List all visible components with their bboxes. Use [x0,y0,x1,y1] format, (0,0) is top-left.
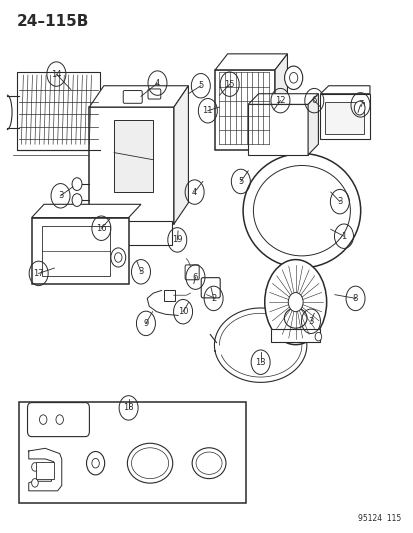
Circle shape [289,72,297,83]
FancyBboxPatch shape [42,225,110,276]
Circle shape [111,248,126,267]
FancyBboxPatch shape [270,329,320,342]
FancyBboxPatch shape [89,107,173,224]
Text: 3: 3 [336,197,342,206]
Circle shape [39,415,47,424]
Circle shape [284,66,302,90]
Polygon shape [320,86,369,94]
Text: 1: 1 [341,232,346,241]
Text: 6: 6 [311,96,316,105]
Text: 95124  115: 95124 115 [357,514,400,523]
FancyBboxPatch shape [17,72,100,150]
Ellipse shape [127,443,172,483]
Text: 9: 9 [143,319,148,328]
FancyBboxPatch shape [147,89,160,99]
FancyBboxPatch shape [36,462,53,479]
Text: 17: 17 [33,269,44,278]
Text: 2: 2 [211,294,216,303]
Text: 24–115B: 24–115B [17,14,89,29]
Circle shape [92,458,99,468]
Polygon shape [89,86,188,107]
FancyBboxPatch shape [201,278,220,298]
Text: 16: 16 [96,224,107,233]
FancyBboxPatch shape [324,102,363,134]
Text: 11: 11 [202,106,213,115]
FancyBboxPatch shape [215,70,274,150]
Circle shape [56,415,63,424]
Text: 14: 14 [51,70,62,78]
Polygon shape [173,86,188,224]
Text: 12: 12 [275,96,285,105]
FancyBboxPatch shape [27,402,89,437]
Polygon shape [307,94,318,155]
FancyBboxPatch shape [31,217,128,284]
Circle shape [287,293,302,312]
Polygon shape [31,204,141,217]
Text: 6: 6 [192,273,198,281]
Text: 5: 5 [198,81,203,90]
Text: 13: 13 [255,358,265,367]
Text: 4: 4 [192,188,197,197]
Circle shape [354,101,364,115]
Text: 5: 5 [237,177,243,186]
Circle shape [114,253,122,262]
FancyBboxPatch shape [320,94,369,139]
Text: 8: 8 [352,294,357,303]
Ellipse shape [131,448,168,479]
Circle shape [31,479,38,487]
Polygon shape [274,54,287,150]
FancyBboxPatch shape [248,104,307,155]
Text: 3: 3 [138,268,143,276]
Circle shape [72,193,82,206]
Ellipse shape [253,165,349,256]
Ellipse shape [242,154,360,268]
Text: 10: 10 [178,307,188,316]
Text: 4: 4 [154,78,160,87]
Text: 3: 3 [308,317,313,326]
Circle shape [86,451,104,475]
Text: 19: 19 [172,236,182,245]
FancyBboxPatch shape [123,91,142,103]
Polygon shape [248,94,318,104]
FancyBboxPatch shape [19,402,246,503]
Ellipse shape [196,452,221,474]
Text: 18: 18 [123,403,133,413]
Ellipse shape [284,308,306,328]
Text: 7: 7 [357,100,362,109]
Circle shape [314,333,321,341]
Text: 15: 15 [224,79,234,88]
FancyBboxPatch shape [114,120,153,192]
Circle shape [72,177,82,190]
Text: 3: 3 [58,191,63,200]
FancyBboxPatch shape [91,221,171,245]
Polygon shape [215,54,287,70]
Ellipse shape [192,448,225,479]
FancyBboxPatch shape [163,290,175,301]
Circle shape [31,463,38,471]
FancyBboxPatch shape [185,265,199,280]
Ellipse shape [264,260,326,345]
